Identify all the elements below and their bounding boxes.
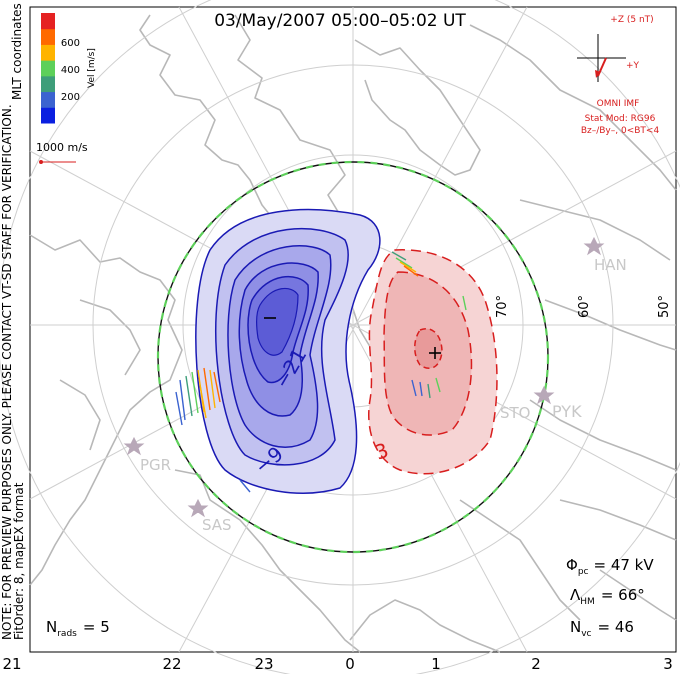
colorbar-label: Vel [m/s] <box>87 48 97 88</box>
mlt-tick-0: 0 <box>345 655 355 673</box>
velocity-colorbar: 600 400 200 Vel [m/s] <box>41 13 97 124</box>
colorbar-segment <box>41 75 55 93</box>
latitude-label-50: 50° <box>657 295 672 318</box>
map-title: 03/May/2007 05:00–05:02 UT <box>214 11 466 31</box>
station-pgr: PGR <box>123 436 171 474</box>
stat-model: Stat Mod: RG96 <box>585 114 656 124</box>
colorbar-segment <box>41 60 55 77</box>
scale-vector: 1000 m/s <box>36 141 88 164</box>
coordinates-label: MLT coordinates <box>10 3 24 100</box>
station-pgr-label: PGR <box>140 456 171 474</box>
positive-cell <box>368 249 498 475</box>
station-pyk: PYK <box>533 385 582 421</box>
mlt-tick-22: 22 <box>162 655 181 673</box>
station-pyk-label: PYK <box>552 402 582 421</box>
imf-z-label: +Z (5 nT) <box>610 15 653 25</box>
colorbar-segment <box>41 44 55 61</box>
mlt-tick-21: 21 <box>2 655 21 673</box>
vector-count: Nvc = 46 <box>570 618 634 639</box>
mlt-tick-1: 1 <box>431 655 441 673</box>
hm-boundary <box>156 160 550 554</box>
radar-count: Nrads = 5 <box>46 618 110 639</box>
imf-clock: +Z (5 nT) +Y OMNI IMF Stat Mod: RG96 Bz–… <box>577 15 659 136</box>
preview-note: NOTE: FOR PREVIEW PURPOSES ONLY. PLEASE … <box>0 104 14 640</box>
scale-vector-label: 1000 m/s <box>36 141 88 154</box>
mlt-tick-3: 3 <box>663 655 673 673</box>
coastlines <box>29 14 677 653</box>
fit-statistics: Φpc = 47 kV ΛHM = 66° Nvc = 46 Nrads = 5 <box>46 556 654 639</box>
colorbar-tick-600: 600 <box>61 38 80 49</box>
colorbar-segment <box>41 107 55 124</box>
mlt-tick-23: 23 <box>254 655 273 673</box>
cross-polar-potential: Φpc = 47 kV <box>566 556 654 577</box>
radar-stations: HAN PYK STO PGR SAS <box>123 236 627 534</box>
station-han-label: HAN <box>594 256 627 274</box>
hm-boundary-latitude: ΛHM = 66° <box>570 586 645 607</box>
station-sto-label: STO <box>500 404 531 422</box>
colorbar-segment <box>41 28 55 45</box>
mlt-tick-2: 2 <box>531 655 541 673</box>
colorbar-tick-400: 400 <box>61 65 80 76</box>
imf-y-label: +Y <box>626 61 640 71</box>
latitude-label-70: 70° <box>495 295 510 318</box>
imf-title: OMNI IMF <box>597 99 640 109</box>
station-han: HAN <box>583 236 627 274</box>
station-sas-label: SAS <box>202 516 232 534</box>
negative-cell <box>195 208 381 494</box>
latitude-label-60: 60° <box>577 295 592 318</box>
velocity-vectors <box>175 251 467 493</box>
imf-condition: Bz–/By–, 0<BT<4 <box>581 126 660 136</box>
colorbar-tick-200: 200 <box>61 92 80 103</box>
colorbar-segment <box>41 91 55 108</box>
positive-maximum-marker <box>429 347 441 359</box>
mlt-axis: 21 22 23 0 1 2 3 <box>2 655 672 673</box>
fit-order-note: FitOrder: 8, mapEX format <box>12 482 26 640</box>
colorbar-segment <box>41 13 55 30</box>
station-sas: SAS <box>187 498 232 534</box>
